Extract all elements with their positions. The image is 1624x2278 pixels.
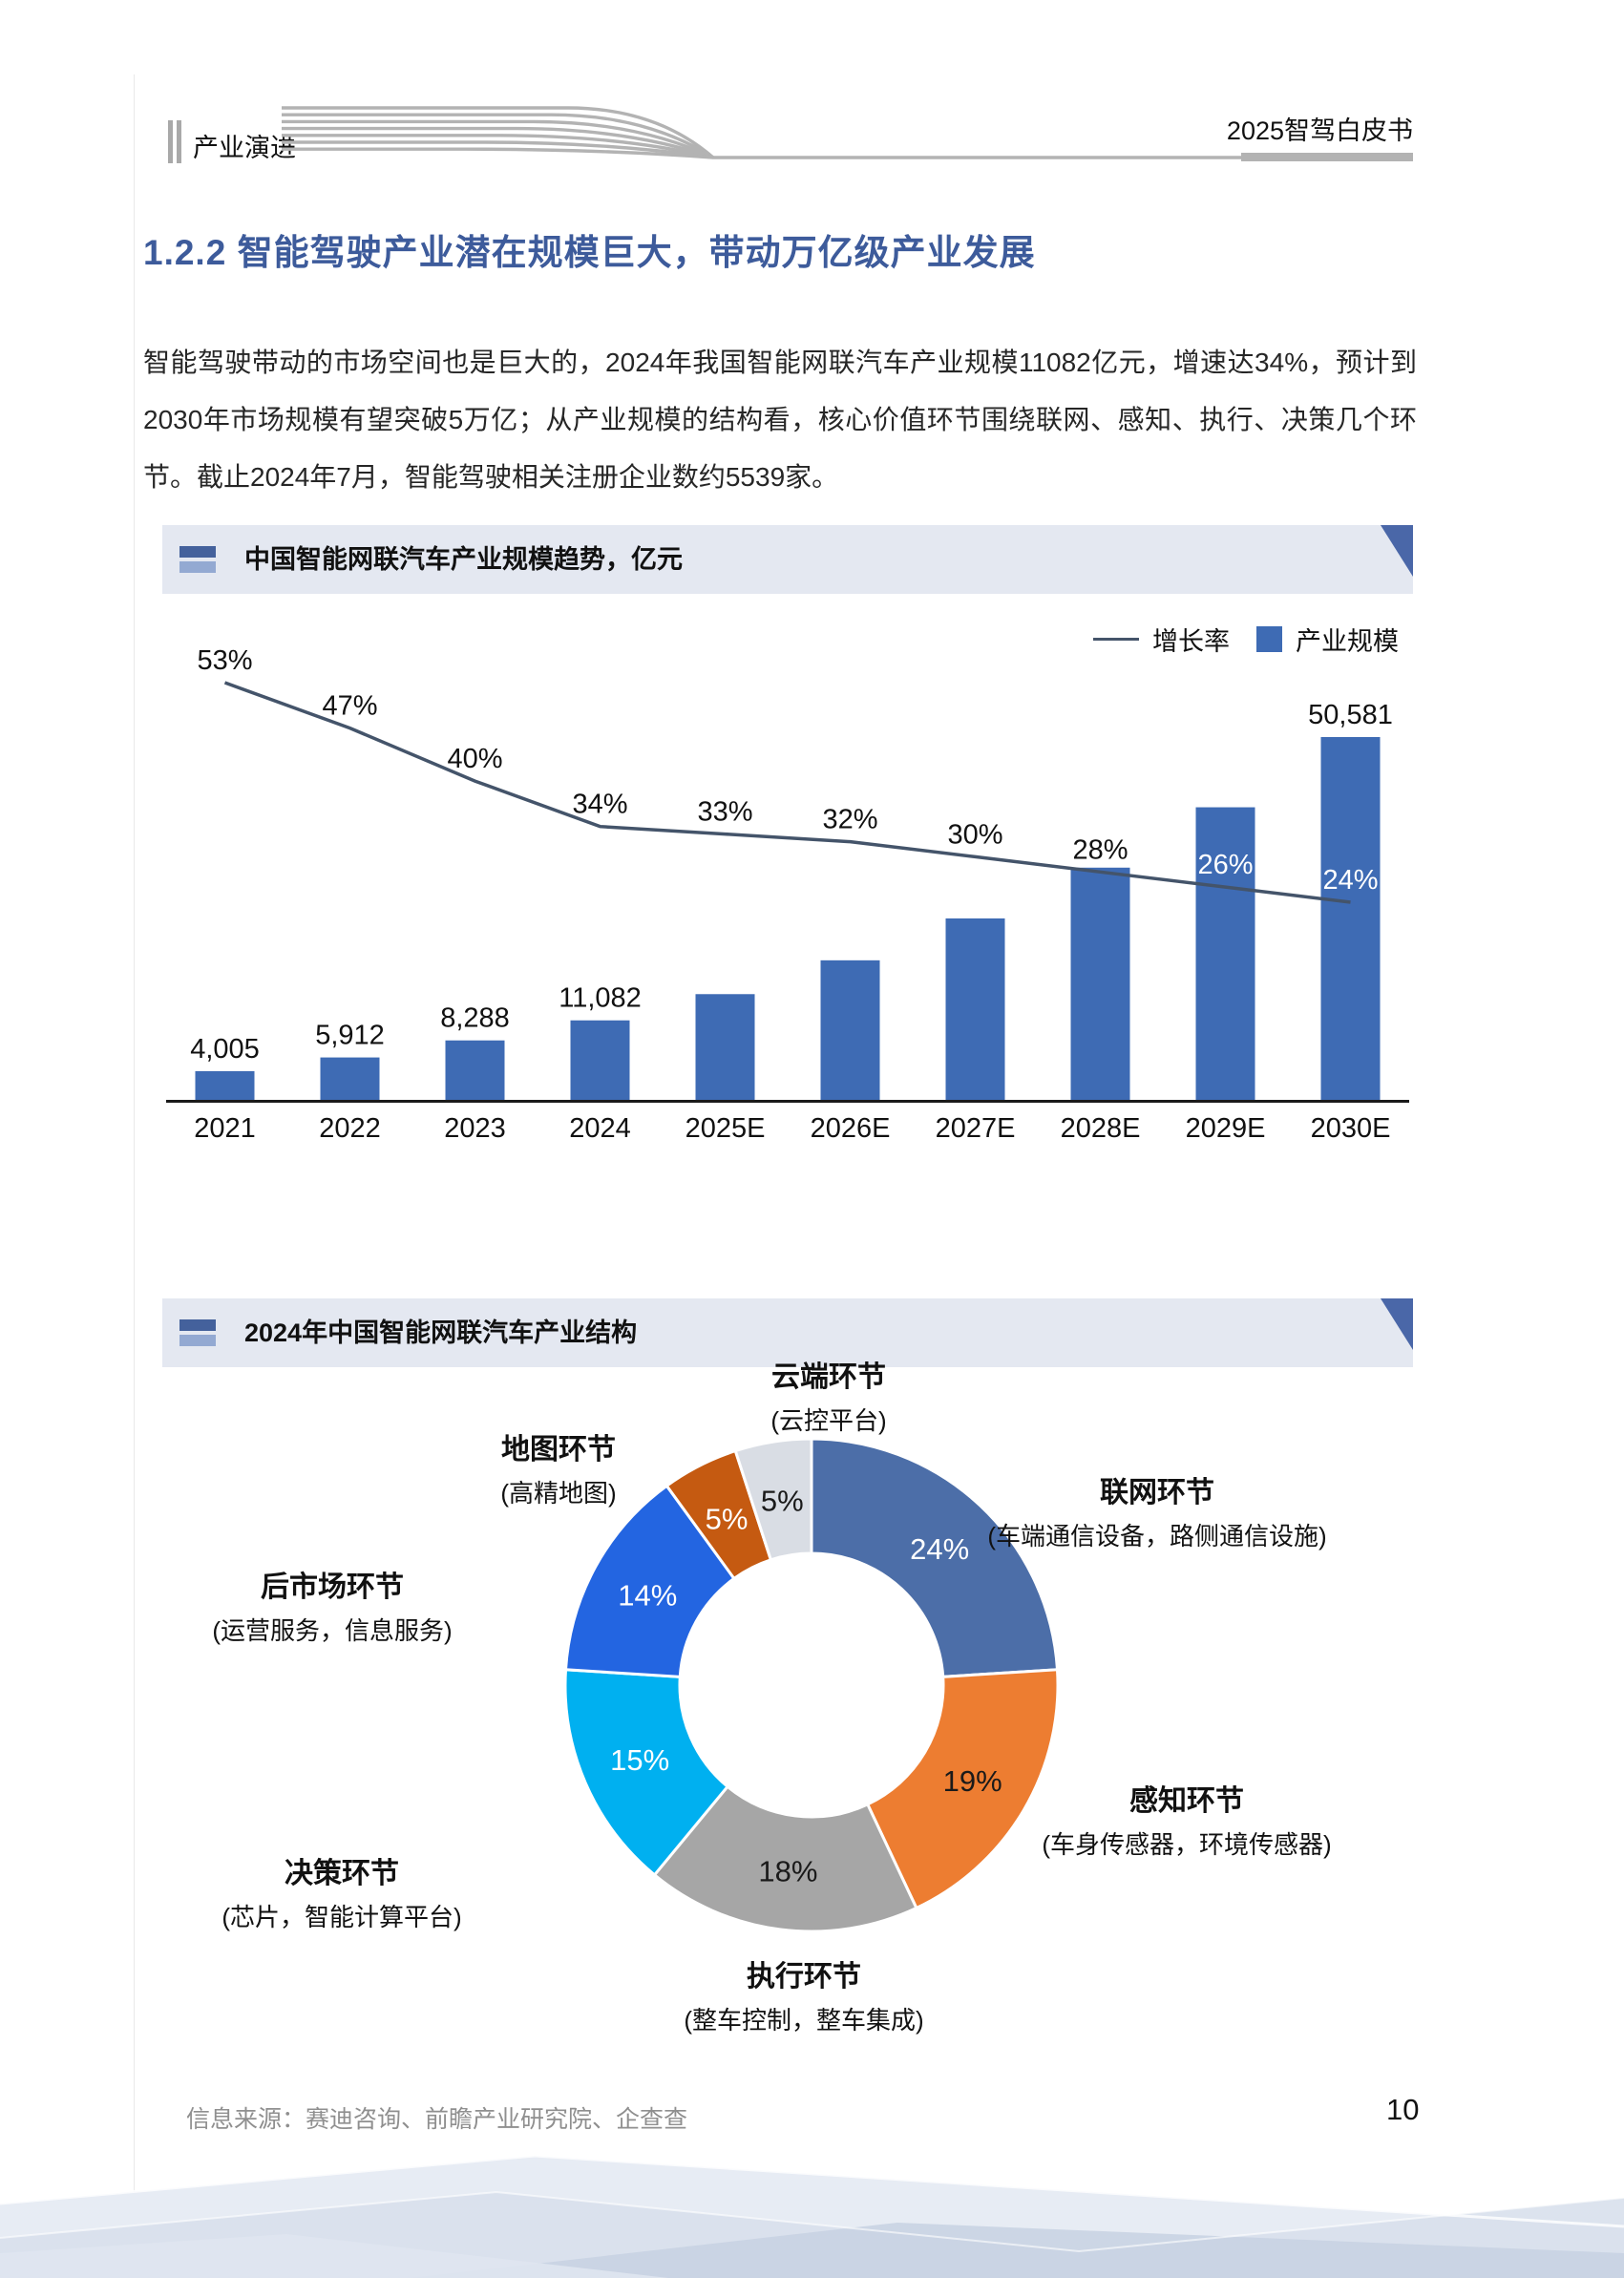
header-double-bar-icon	[168, 120, 182, 163]
bar-value-label: 4,005	[190, 1034, 260, 1065]
chart1-legend: 增长率 产业规模	[1093, 621, 1399, 658]
bar	[1070, 867, 1130, 1100]
bar-value-label: 5,912	[315, 1021, 385, 1051]
header-booklet-title: 2025智驾白皮书	[1226, 116, 1413, 145]
bar	[195, 1070, 255, 1100]
chart1-panel-header: 中国智能网联汽车产业规模趋势，亿元	[162, 525, 1413, 594]
page-left-edge	[134, 74, 135, 2234]
slice-name: 执行环节	[746, 1961, 861, 1993]
growth-rate-label: 30%	[947, 819, 1002, 850]
panel-bars-icon	[179, 1319, 216, 1346]
donut-label-decision: 决策环节 (芯片，智能计算平台)	[221, 1856, 461, 1936]
slice-detail: (云控平台)	[770, 1406, 887, 1435]
x-axis-label: 2027E	[936, 1113, 1016, 1144]
bar	[1195, 807, 1255, 1100]
slice-detail: (高精地图)	[500, 1479, 617, 1508]
legend-industry-scale-label: 产业规模	[1296, 627, 1399, 656]
slice-name: 云端环节	[770, 1361, 886, 1393]
x-axis-line	[166, 1100, 1409, 1103]
donut-slice-percent-label: 15%	[610, 1743, 669, 1777]
bar	[695, 994, 755, 1100]
slice-detail: (整车控制，整车集成)	[684, 2006, 924, 2035]
bar-value-label: 8,288	[440, 1003, 510, 1034]
industry-scale-bar-swatch	[1256, 626, 1282, 652]
slice-name: 后市场环节	[260, 1571, 404, 1603]
donut-slice	[810, 1437, 1060, 1678]
page-number: 10	[1386, 2093, 1420, 2126]
donut-slice-percent-label: 18%	[758, 1854, 817, 1888]
x-axis-label: 2023	[444, 1113, 506, 1144]
chart2-panel-header: 2024年中国智能网联汽车产业结构	[162, 1298, 1413, 1367]
donut-slice-percent-label: 24%	[910, 1532, 969, 1566]
bar	[320, 1057, 380, 1100]
growth-rate-label: 32%	[822, 805, 877, 835]
donut-slice-percent-label: 14%	[618, 1579, 677, 1613]
slice-name: 联网环节	[1099, 1477, 1214, 1508]
x-axis-label: 2024	[569, 1113, 631, 1144]
slice-detail: (运营服务，信息服务)	[212, 1616, 453, 1645]
x-axis-label: 2028E	[1061, 1113, 1141, 1144]
body-paragraph: 智能驾驶带动的市场空间也是巨大的，2024年我国智能网联汽车产业规模11082亿…	[143, 348, 1417, 492]
legend-growth-rate-label: 增长率	[1152, 627, 1230, 656]
slice-name: 地图环节	[500, 1434, 616, 1466]
bar-value-label: 11,082	[559, 983, 642, 1014]
bottom-wave-decoration	[0, 2154, 1624, 2278]
donut-label-map: 地图环节 (高精地图)	[500, 1432, 616, 1512]
donut-slice	[563, 1668, 730, 1877]
donut-slice	[652, 1784, 918, 1933]
growth-rate-label: 34%	[572, 790, 627, 820]
x-axis-label: 2021	[194, 1113, 256, 1144]
donut-slice-percent-label: 19%	[943, 1764, 1002, 1798]
growth-rate-line-swatch	[1093, 638, 1139, 641]
bar	[945, 918, 1005, 1100]
donut-slice-percent-label: 5%	[761, 1484, 804, 1517]
bar-value-label: 50,581	[1308, 700, 1393, 730]
growth-rate-label: 53%	[197, 645, 252, 676]
x-axis-label: 2022	[319, 1113, 381, 1144]
section-heading: 1.2.2 智能驾驶产业潜在规模巨大，带动万亿级产业发展	[143, 233, 1036, 272]
slice-name: 感知环节	[1128, 1785, 1244, 1817]
donut-label-internet: 联网环节 (车端通信设备，路侧通信设施)	[987, 1475, 1326, 1555]
panel-corner-triangle	[1381, 1298, 1413, 1350]
chart2-title: 2024年中国智能网联汽车产业结构	[244, 1318, 638, 1347]
growth-rate-label: 26%	[1197, 850, 1253, 880]
x-axis-label: 2030E	[1311, 1113, 1391, 1144]
header-pages-decoration	[282, 106, 1413, 161]
donut-chart: 24% 19% 18% 15% 14% 5% 5%	[563, 1437, 1060, 1933]
bar	[570, 1020, 630, 1100]
slice-name: 决策环节	[284, 1858, 399, 1889]
growth-rate-label: 33%	[697, 797, 752, 828]
donut-label-perception: 感知环节 (车身传感器，环境传感器)	[1042, 1783, 1331, 1864]
x-axis-label: 2029E	[1186, 1113, 1266, 1144]
growth-rate-label: 47%	[322, 691, 377, 722]
footer-source: 信息来源：赛迪咨询、前瞻产业研究院、企查查	[186, 2106, 688, 2133]
donut-slice	[733, 1437, 813, 1562]
bar	[445, 1040, 505, 1100]
x-axis-label: 2025E	[685, 1113, 766, 1144]
growth-rate-label: 28%	[1072, 834, 1128, 865]
header-section-label: 产业演进	[193, 134, 296, 162]
bar	[820, 960, 880, 1100]
slice-detail: (车端通信设备，路侧通信设施)	[987, 1522, 1327, 1550]
slice-detail: (车身传感器，环境传感器)	[1042, 1830, 1332, 1859]
donut-slice	[865, 1668, 1060, 1910]
donut-slice-percent-label: 5%	[706, 1502, 749, 1535]
growth-rate-line	[223, 681, 1351, 904]
bar	[1320, 737, 1381, 1100]
chart1-title: 中国智能网联汽车产业规模趋势，亿元	[244, 545, 683, 574]
bar-line-chart: 4,005 2021 5,912 2022 8,288 2023 11,082 2024 202…	[166, 645, 1409, 1144]
x-axis-label: 2026E	[811, 1113, 891, 1144]
donut-label-cloud: 云端环节 (云控平台)	[770, 1360, 886, 1440]
donut-label-aftermarket: 后市场环节 (运营服务，信息服务)	[212, 1570, 452, 1650]
donut-label-execution: 执行环节 (整车控制，整车集成)	[684, 1959, 923, 2039]
panel-corner-triangle	[1381, 525, 1413, 577]
panel-bars-icon	[179, 546, 216, 573]
growth-rate-label: 24%	[1322, 865, 1378, 896]
growth-rate-label: 40%	[447, 744, 502, 774]
slice-detail: (芯片，智能计算平台)	[221, 1903, 462, 1931]
